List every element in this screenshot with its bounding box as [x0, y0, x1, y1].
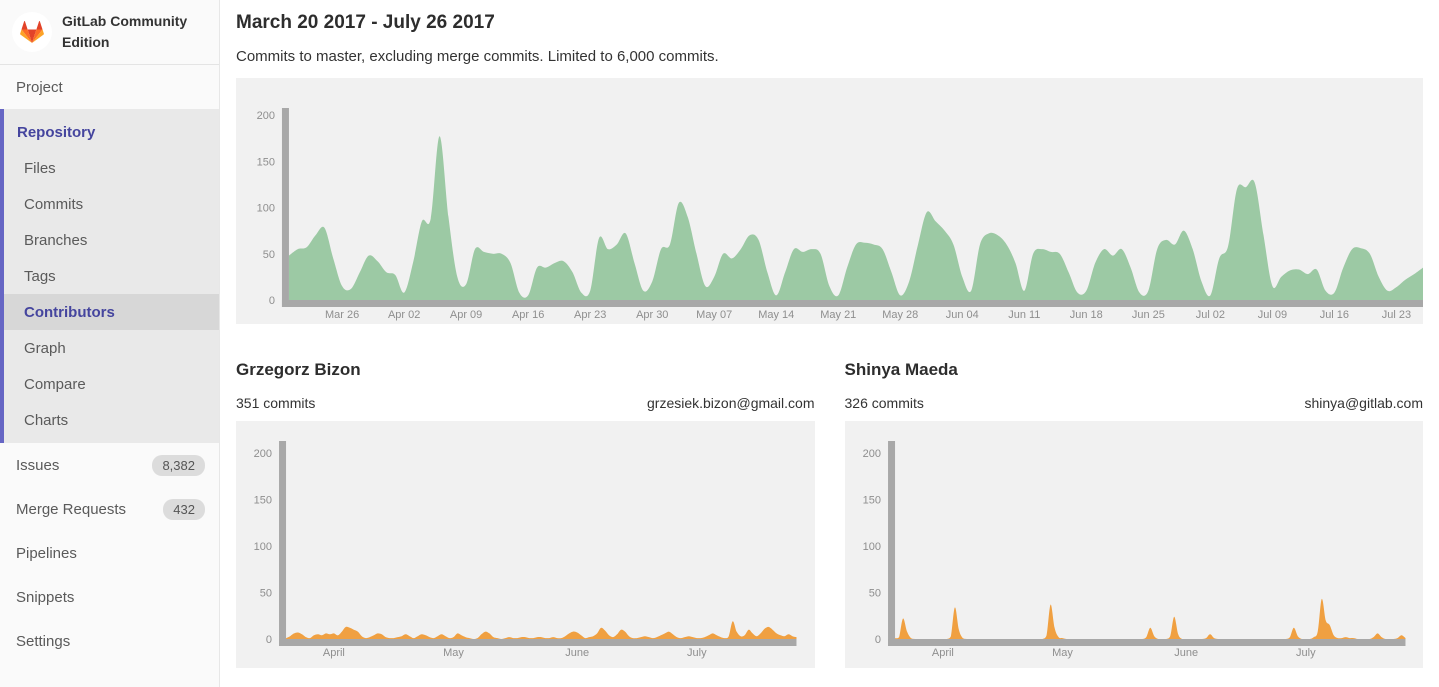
- svg-text:June: June: [565, 647, 589, 659]
- svg-text:July: July: [1296, 647, 1316, 659]
- master-commits-area-chart: 0 50 100 150 200 Mar 26 Apr 02 Apr 09 Apr 16 Apr …: [257, 108, 1424, 321]
- svg-text:Jun 04: Jun 04: [946, 309, 979, 321]
- svg-text:May: May: [1052, 647, 1073, 659]
- svg-text:May 14: May 14: [758, 309, 794, 321]
- svg-text:Jun 18: Jun 18: [1070, 309, 1103, 321]
- contributor-card-grzegorz: Grzegorz Bizon 351 commits grzesiek.bizo…: [236, 360, 815, 668]
- svg-text:Jul 23: Jul 23: [1382, 309, 1411, 321]
- sidebar-header: GitLab Community Edition: [0, 0, 219, 65]
- page-subtitle: Commits to master, excluding merge commi…: [236, 48, 719, 65]
- svg-text:100: 100: [257, 202, 275, 214]
- svg-text:April: April: [323, 647, 345, 659]
- svg-text:0: 0: [874, 634, 880, 646]
- contributor-area-chart: 0 50 100 150 200 April May June July: [254, 441, 797, 659]
- sidebar-item-contributors[interactable]: Contributors: [4, 294, 219, 330]
- sidebar-item-files[interactable]: Files: [24, 159, 56, 177]
- svg-text:Apr 30: Apr 30: [636, 309, 668, 321]
- svg-text:Jul 02: Jul 02: [1196, 309, 1225, 321]
- svg-text:Jul 16: Jul 16: [1320, 309, 1349, 321]
- merge-requests-count-badge: 432: [163, 498, 205, 520]
- contributor-email: grzesiek.bizon@gmail.com: [647, 395, 815, 411]
- svg-text:May 28: May 28: [882, 309, 918, 321]
- svg-text:May: May: [443, 647, 464, 659]
- page-title: March 20 2017 - July 26 2017: [236, 12, 495, 33]
- svg-text:100: 100: [254, 541, 272, 553]
- sidebar-item-repository[interactable]: Repository: [17, 123, 96, 141]
- svg-text:May 21: May 21: [820, 309, 856, 321]
- svg-text:50: 50: [263, 249, 275, 261]
- svg-text:100: 100: [862, 541, 880, 553]
- sidebar-nav: Project Repository Files Commits Branche…: [0, 65, 219, 663]
- svg-text:150: 150: [862, 495, 880, 507]
- svg-text:0: 0: [269, 295, 275, 307]
- sidebar-item-settings[interactable]: Settings: [16, 632, 71, 650]
- sidebar-item-graph[interactable]: Graph: [24, 339, 66, 357]
- issues-count-badge: 8,382: [152, 454, 205, 476]
- svg-text:Apr 02: Apr 02: [388, 309, 420, 321]
- svg-text:200: 200: [862, 448, 880, 460]
- master-commits-chart: 0 50 100 150 200 Mar 26 Apr 02 Apr 09 Apr 16 Apr …: [236, 78, 1424, 324]
- contributor-area-chart: 0 50 100 150 200 April May June July: [862, 441, 1405, 659]
- svg-text:0: 0: [266, 634, 272, 646]
- sidebar-item-tags[interactable]: Tags: [24, 267, 56, 285]
- contributor-email: shinya@gitlab.com: [1304, 395, 1424, 411]
- svg-text:Apr 23: Apr 23: [574, 309, 606, 321]
- svg-text:July: July: [687, 647, 707, 659]
- svg-text:Jul 09: Jul 09: [1258, 309, 1287, 321]
- sidebar-item-pipelines[interactable]: Pipelines: [16, 544, 77, 562]
- svg-text:Apr 09: Apr 09: [450, 309, 482, 321]
- contributor-card-shinya: Shinya Maeda 326 commits shinya@gitlab.c…: [844, 360, 1424, 668]
- gitlab-logo-icon[interactable]: [12, 12, 52, 52]
- sidebar-item-snippets[interactable]: Snippets: [16, 588, 75, 606]
- sidebar-item-commits[interactable]: Commits: [24, 195, 84, 213]
- contributor-commit-count: 326 commits: [844, 395, 924, 411]
- contributor-chart-panel: 0 50 100 150 200 April May June July: [236, 421, 815, 668]
- svg-text:150: 150: [254, 495, 272, 507]
- svg-text:April: April: [931, 647, 953, 659]
- sidebar-item-project[interactable]: Project: [16, 78, 63, 96]
- main-content: March 20 2017 - July 26 2017 Commits to …: [220, 0, 1439, 687]
- contributors-grid: Grzegorz Bizon 351 commits grzesiek.bizo…: [236, 360, 1423, 668]
- svg-text:Apr 16: Apr 16: [512, 309, 544, 321]
- project-title: GitLab Community Edition: [62, 13, 188, 50]
- sidebar-item-compare[interactable]: Compare: [24, 375, 86, 393]
- sidebar: GitLab Community Edition Project Reposit…: [0, 0, 220, 687]
- sidebar-item-charts[interactable]: Charts: [24, 411, 69, 429]
- svg-text:200: 200: [254, 448, 272, 460]
- contributor-commit-count: 351 commits: [236, 395, 316, 411]
- svg-text:150: 150: [257, 156, 275, 168]
- svg-text:50: 50: [868, 588, 880, 600]
- sidebar-section-repository: Repository Files Commits Branches Tags C…: [0, 109, 219, 443]
- svg-text:50: 50: [260, 588, 272, 600]
- svg-text:June: June: [1174, 647, 1198, 659]
- svg-text:May 07: May 07: [696, 309, 732, 321]
- sidebar-item-branches[interactable]: Branches: [24, 231, 88, 249]
- contributor-chart-panel: 0 50 100 150 200 April May June July: [844, 421, 1423, 668]
- sidebar-item-issues[interactable]: Issues 8,382: [0, 443, 219, 487]
- svg-text:Jun 11: Jun 11: [1008, 309, 1040, 321]
- contributor-name: Shinya Maeda: [844, 360, 958, 379]
- svg-text:Jun 25: Jun 25: [1132, 309, 1165, 321]
- svg-text:200: 200: [257, 110, 275, 122]
- sidebar-item-merge-requests[interactable]: Merge Requests 432: [0, 487, 219, 531]
- svg-text:Mar 26: Mar 26: [325, 309, 359, 321]
- contributor-name: Grzegorz Bizon: [236, 360, 361, 379]
